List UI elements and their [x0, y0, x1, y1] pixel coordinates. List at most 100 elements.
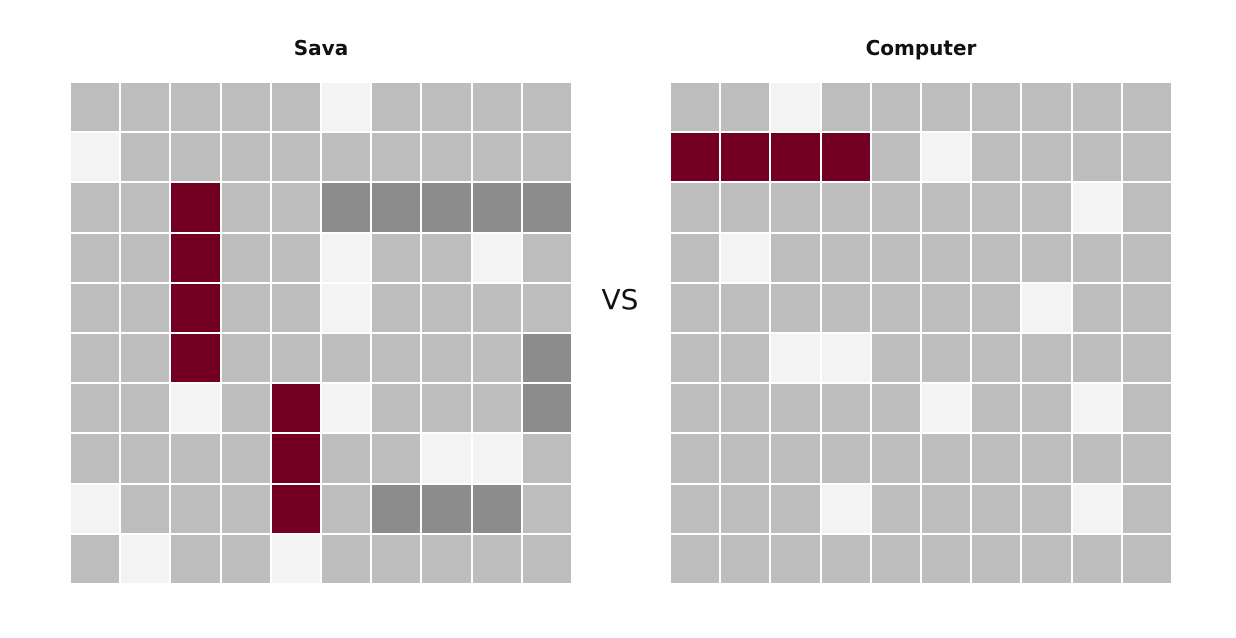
computer-board-cell-empty[interactable] [972, 233, 1021, 282]
computer-board-cell-empty[interactable] [821, 534, 870, 583]
computer-board-cell-empty[interactable] [1122, 434, 1171, 483]
computer-board-cell-empty[interactable] [972, 534, 1021, 583]
computer-board-cell-miss[interactable] [1072, 384, 1121, 433]
computer-board-cell-empty[interactable] [972, 133, 1021, 182]
computer-board-cell-empty[interactable] [1122, 183, 1171, 232]
computer-board-cell-miss[interactable] [1072, 183, 1121, 232]
computer-board-cell-empty[interactable] [871, 133, 920, 182]
computer-board-cell-empty[interactable] [871, 484, 920, 533]
computer-board-cell-miss[interactable] [1072, 484, 1121, 533]
computer-board-cell-empty[interactable] [1122, 384, 1171, 433]
computer-board-cell-empty[interactable] [871, 233, 920, 282]
computer-board-cell-empty[interactable] [1122, 283, 1171, 332]
computer-board-cell-empty[interactable] [1022, 133, 1071, 182]
computer-board-cell-empty[interactable] [1022, 434, 1071, 483]
computer-board-cell-empty[interactable] [871, 434, 920, 483]
computer-board-cell-empty[interactable] [671, 384, 720, 433]
computer-board-cell-empty[interactable] [1022, 334, 1071, 383]
computer-board-cell-empty[interactable] [771, 183, 820, 232]
computer-board-cell-miss[interactable] [922, 384, 971, 433]
computer-board-cell-empty[interactable] [922, 83, 971, 132]
computer-board-cell-empty[interactable] [1122, 83, 1171, 132]
computer-board-cell-empty[interactable] [721, 183, 770, 232]
computer-board-cell-empty[interactable] [771, 233, 820, 282]
computer-board-cell-empty[interactable] [821, 183, 870, 232]
computer-board-cell-empty[interactable] [1072, 334, 1121, 383]
computer-board-cell-ship[interactable] [771, 133, 820, 182]
computer-board-cell-empty[interactable] [1072, 133, 1121, 182]
computer-board-cell-ship[interactable] [671, 133, 720, 182]
computer-board-cell-empty[interactable] [922, 334, 971, 383]
computer-board-cell-empty[interactable] [671, 434, 720, 483]
computer-board-cell-empty[interactable] [721, 484, 770, 533]
computer-board-cell-empty[interactable] [821, 83, 870, 132]
computer-board-cell-empty[interactable] [671, 183, 720, 232]
computer-board-cell-empty[interactable] [922, 484, 971, 533]
computer-board-cell-empty[interactable] [721, 334, 770, 383]
computer-board-cell-empty[interactable] [671, 334, 720, 383]
computer-board-cell-empty[interactable] [922, 233, 971, 282]
computer-board-cell-empty[interactable] [721, 384, 770, 433]
computer-board-cell-empty[interactable] [1072, 233, 1121, 282]
computer-board-cell-empty[interactable] [1022, 83, 1071, 132]
computer-board-cell-empty[interactable] [671, 233, 720, 282]
computer-board-cell-empty[interactable] [871, 83, 920, 132]
computer-board-cell-miss[interactable] [821, 484, 870, 533]
computer-board-cell-empty[interactable] [821, 233, 870, 282]
computer-board-cell-empty[interactable] [671, 283, 720, 332]
computer-board-cell-empty[interactable] [972, 484, 1021, 533]
computer-board-cell-empty[interactable] [721, 83, 770, 132]
computer-board-cell-empty[interactable] [771, 384, 820, 433]
computer-board-cell-empty[interactable] [972, 384, 1021, 433]
computer-board-cell-miss[interactable] [771, 83, 820, 132]
computer-board-cell-empty[interactable] [721, 283, 770, 332]
computer-board-cell-empty[interactable] [821, 384, 870, 433]
computer-board-cell-empty[interactable] [972, 334, 1021, 383]
computer-board-cell-miss[interactable] [922, 133, 971, 182]
computer-board-cell-empty[interactable] [1022, 484, 1071, 533]
computer-board-cell-ship[interactable] [721, 133, 770, 182]
computer-board-cell-empty[interactable] [972, 434, 1021, 483]
computer-board-cell-empty[interactable] [771, 283, 820, 332]
computer-board-cell-empty[interactable] [1072, 83, 1121, 132]
computer-board-cell-empty[interactable] [972, 83, 1021, 132]
computer-board-cell-ship[interactable] [821, 133, 870, 182]
computer-board-cell-empty[interactable] [1022, 233, 1071, 282]
computer-board-cell-empty[interactable] [871, 334, 920, 383]
computer-board-cell-empty[interactable] [671, 484, 720, 533]
computer-board-cell-empty[interactable] [871, 183, 920, 232]
computer-board-cell-miss[interactable] [771, 334, 820, 383]
computer-board-cell-empty[interactable] [871, 283, 920, 332]
computer-board-cell-empty[interactable] [771, 534, 820, 583]
computer-board[interactable] [671, 83, 1171, 583]
computer-board-cell-empty[interactable] [922, 283, 971, 332]
computer-board-cell-empty[interactable] [771, 434, 820, 483]
computer-board-cell-empty[interactable] [972, 283, 1021, 332]
computer-board-cell-empty[interactable] [821, 434, 870, 483]
computer-board-cell-empty[interactable] [1122, 133, 1171, 182]
computer-board-cell-empty[interactable] [1022, 183, 1071, 232]
computer-board-cell-empty[interactable] [1122, 534, 1171, 583]
computer-board-cell-empty[interactable] [671, 534, 720, 583]
computer-board-cell-empty[interactable] [1022, 384, 1071, 433]
computer-board-cell-empty[interactable] [721, 534, 770, 583]
computer-board-cell-empty[interactable] [1072, 434, 1121, 483]
computer-board-cell-empty[interactable] [1072, 283, 1121, 332]
computer-board-cell-empty[interactable] [1122, 334, 1171, 383]
computer-board-cell-miss[interactable] [821, 334, 870, 383]
computer-board-cell-empty[interactable] [871, 384, 920, 433]
computer-board-cell-empty[interactable] [721, 434, 770, 483]
computer-board-cell-empty[interactable] [922, 183, 971, 232]
computer-board-cell-empty[interactable] [821, 283, 870, 332]
computer-board-cell-empty[interactable] [1072, 534, 1121, 583]
computer-board-cell-empty[interactable] [922, 534, 971, 583]
computer-board-cell-empty[interactable] [1022, 534, 1071, 583]
computer-board-cell-empty[interactable] [671, 83, 720, 132]
computer-board-cell-empty[interactable] [771, 484, 820, 533]
computer-board-cell-miss[interactable] [1022, 283, 1071, 332]
computer-board-cell-empty[interactable] [1122, 484, 1171, 533]
computer-board-cell-empty[interactable] [1122, 233, 1171, 282]
computer-board-cell-empty[interactable] [972, 183, 1021, 232]
computer-board-cell-empty[interactable] [922, 434, 971, 483]
computer-board-cell-miss[interactable] [721, 233, 770, 282]
